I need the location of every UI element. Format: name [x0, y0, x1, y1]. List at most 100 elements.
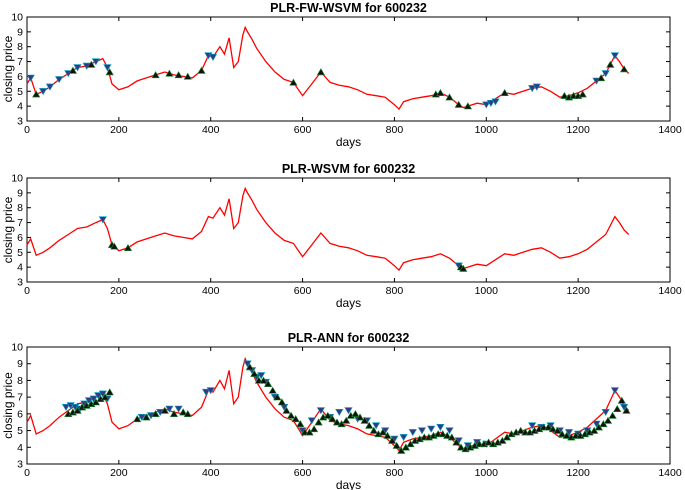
chart-panel-3: PLR-ANN for 600232 0 200 400 600 800 1000 1200 1…: [1, 331, 682, 490]
buy-signal-marker: [459, 264, 468, 272]
sell-signal-marker: [482, 101, 491, 109]
buy-signal-marker: [369, 426, 378, 434]
sell-signal-marker: [206, 387, 215, 395]
sell-signal-marker: [371, 422, 381, 430]
buy-signal-marker: [548, 425, 558, 433]
y-tick-label: 10: [11, 12, 23, 24]
x-tick-label: 0: [24, 285, 30, 297]
buy-signal-marker: [282, 406, 291, 414]
buy-signal-marker: [443, 431, 452, 439]
buy-signal-marker: [142, 413, 151, 421]
buy-signal-marker: [438, 430, 447, 438]
buy-signal-marker: [498, 436, 507, 444]
sell-signal-marker: [208, 53, 218, 61]
x-tick-label: 1400: [658, 124, 682, 136]
y-tick-label: 8: [17, 202, 23, 214]
buy-signal-marker: [622, 406, 631, 414]
buy-signal-marker: [617, 396, 626, 404]
buy-signal-marker: [613, 405, 622, 413]
buy-signal-marker: [454, 100, 463, 108]
x-tick-label: 600: [294, 467, 312, 479]
buy-signal-marker: [596, 74, 606, 82]
sell-signal-marker: [491, 98, 500, 106]
sell-signal-marker: [528, 85, 537, 93]
buy-signal-marker: [342, 416, 351, 424]
sell-signal-marker: [528, 422, 537, 430]
y-tick-label: 10: [11, 342, 23, 354]
sell-signal-marker: [486, 100, 496, 107]
sell-signal-marker: [45, 83, 55, 91]
sell-signal-marker: [344, 407, 353, 415]
x-axis-label: days: [336, 135, 361, 149]
sell-signal-marker: [335, 408, 344, 416]
plot-area: [26, 177, 671, 283]
buy-signal-marker: [165, 69, 174, 77]
sell-signal-marker: [137, 413, 146, 421]
y-tick-label: 7: [17, 392, 23, 404]
x-tick-label: 600: [294, 285, 312, 297]
buy-signal-marker: [314, 418, 323, 426]
sell-signal-marker: [316, 407, 326, 415]
buy-signal-marker: [560, 91, 569, 99]
buy-signal-marker: [383, 431, 392, 439]
buy-signal-marker: [273, 393, 282, 401]
sell-signal-marker: [91, 58, 101, 66]
buy-signal-marker: [100, 393, 110, 401]
buy-signal-marker: [289, 78, 298, 86]
y-tick-label: 7: [17, 56, 23, 68]
buy-signal-marker: [378, 428, 388, 436]
buy-signal-marker: [332, 418, 342, 426]
sell-signal-marker: [408, 429, 417, 437]
buy-signal-marker: [291, 415, 300, 423]
buy-signal-marker: [32, 90, 41, 98]
x-tick-label: 1400: [658, 467, 682, 479]
y-tick-label: 6: [17, 71, 23, 83]
x-axis-label: days: [336, 296, 361, 310]
buy-signal-marker: [151, 71, 160, 79]
y-tick-label: 3: [17, 277, 23, 289]
x-tick-label: 1200: [566, 467, 590, 479]
y-tick-label: 9: [17, 187, 23, 199]
buy-signal-marker: [365, 421, 374, 429]
buy-signal-marker: [544, 423, 553, 431]
x-tick-label: 200: [110, 124, 128, 136]
sell-signal-marker: [427, 425, 436, 433]
sell-signal-marker: [257, 372, 266, 380]
y-tick-label: 5: [17, 247, 23, 259]
y-tick-label: 4: [17, 262, 23, 274]
sell-signal-marker: [54, 76, 64, 84]
buy-signal-marker: [296, 420, 305, 428]
sell-signal-marker: [610, 52, 620, 60]
buy-signal-marker: [445, 93, 454, 101]
buy-signal-marker: [309, 425, 319, 433]
sell-signal-marker: [619, 403, 629, 411]
buy-signal-marker: [123, 244, 133, 251]
y-tick-label: 9: [17, 358, 23, 370]
y-tick-label: 5: [17, 86, 23, 98]
sell-signal-marker: [98, 216, 107, 224]
buy-signal-marker: [197, 66, 206, 74]
chart-title: PLR-ANN for 600232: [288, 331, 410, 345]
sell-signal-marker: [243, 360, 252, 368]
buy-signal-marker: [133, 415, 142, 423]
sell-signal-marker: [103, 64, 112, 72]
y-axis-label: closing price: [1, 372, 15, 439]
buy-signal-marker: [110, 242, 119, 250]
x-tick-label: 0: [24, 467, 30, 479]
buy-signal-marker: [245, 363, 254, 371]
sell-signal-marker: [61, 403, 71, 411]
x-tick-label: 600: [294, 124, 312, 136]
buy-signal-marker: [183, 410, 192, 418]
sell-signal-marker: [417, 427, 427, 435]
x-tick-label: 0: [24, 124, 30, 136]
sell-signal-marker: [174, 405, 183, 413]
closing-price-line: [26, 356, 630, 452]
x-axis-label: days: [336, 478, 361, 490]
y-tick-label: 6: [17, 232, 23, 244]
chart-title: PLR-FW-WSVM for 600232: [270, 1, 427, 15]
buy-signal-marker: [553, 426, 562, 434]
buy-signal-marker: [603, 416, 613, 424]
buy-signal-marker: [500, 88, 509, 96]
y-tick-label: 5: [17, 425, 23, 437]
